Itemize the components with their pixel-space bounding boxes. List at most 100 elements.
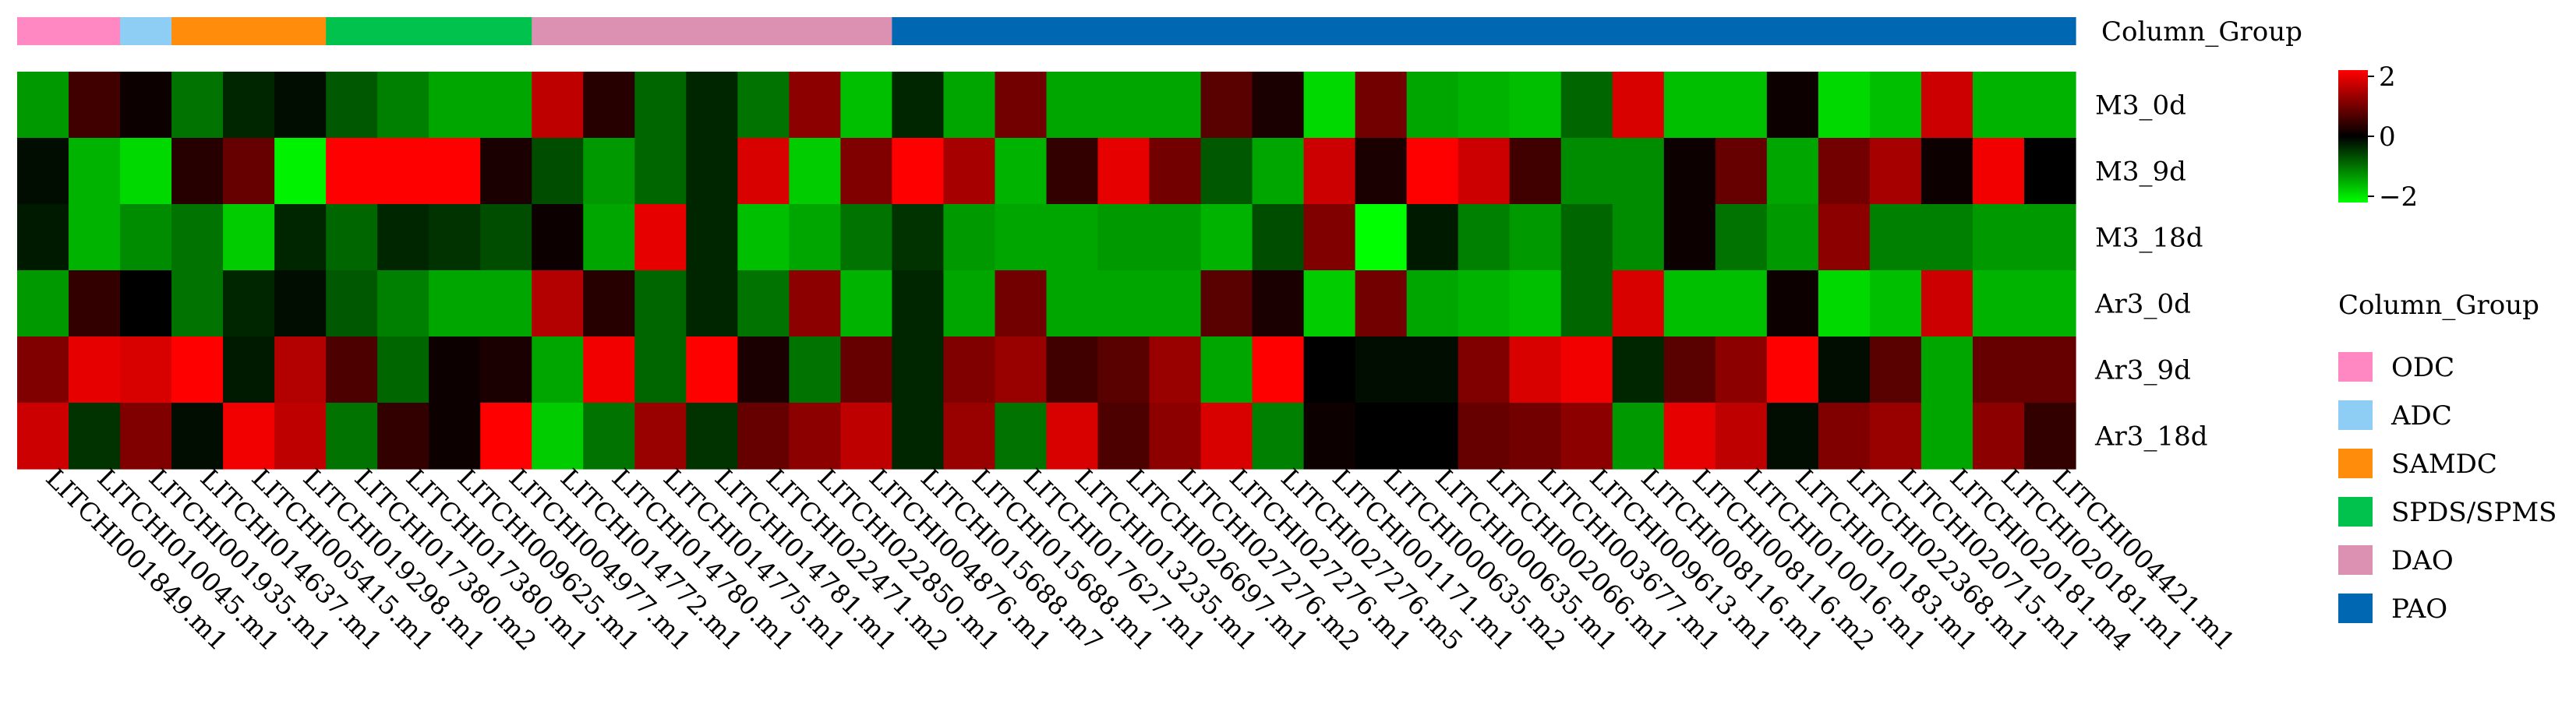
heatmap-cell bbox=[892, 270, 945, 337]
annotation-segment-4 bbox=[532, 17, 893, 45]
heatmap-cell bbox=[1612, 270, 1665, 337]
heatmap-cell bbox=[532, 204, 584, 271]
heatmap-cell bbox=[2023, 204, 2076, 271]
heatmap-cell bbox=[1303, 72, 1356, 139]
row-label: M3_18d bbox=[2095, 223, 2203, 254]
heatmap-cell bbox=[480, 270, 532, 337]
annotation-segment-5 bbox=[892, 17, 2076, 45]
heatmap-cell bbox=[840, 403, 893, 470]
heatmap-cell bbox=[583, 72, 635, 139]
heatmap-cell bbox=[840, 336, 893, 403]
heatmap-cell bbox=[1509, 204, 1562, 271]
heatmap-cell bbox=[686, 336, 738, 403]
heatmap-cells bbox=[17, 72, 2076, 470]
heatmap-cell bbox=[1252, 72, 1305, 139]
heatmap-cell bbox=[892, 336, 945, 403]
color-scale-legend: 2 0 −2 bbox=[2338, 62, 2418, 213]
heatmap-cell bbox=[737, 204, 790, 271]
heatmap-cell bbox=[1972, 270, 2025, 337]
legend-swatch bbox=[2338, 449, 2373, 478]
heatmap-cell bbox=[1921, 403, 1974, 470]
heatmap-cell bbox=[1869, 72, 1922, 139]
heatmap-cell bbox=[1766, 204, 1819, 271]
heatmap-cell bbox=[1766, 270, 1819, 337]
heatmap-cell bbox=[634, 336, 687, 403]
heatmap-cell bbox=[532, 72, 584, 139]
heatmap-cell bbox=[120, 270, 172, 337]
heatmap-cell bbox=[1663, 270, 1716, 337]
heatmap-cell bbox=[1560, 403, 1613, 470]
annotation-segment-1 bbox=[120, 17, 172, 45]
heatmap-cell bbox=[686, 204, 738, 271]
heatmap-cell bbox=[69, 403, 121, 470]
heatmap-cell bbox=[17, 72, 69, 139]
heatmap-cell bbox=[429, 138, 481, 205]
heatmap-cell bbox=[1303, 336, 1356, 403]
legend-label: SAMDC bbox=[2391, 449, 2497, 480]
heatmap-cell bbox=[943, 72, 996, 139]
heatmap-cell bbox=[1818, 403, 1871, 470]
heatmap-cell bbox=[1715, 270, 1768, 337]
heatmap-cell bbox=[1355, 403, 1408, 470]
heatmap-cell bbox=[634, 270, 687, 337]
heatmap-cell bbox=[789, 72, 841, 139]
heatmap-cell bbox=[326, 270, 378, 337]
heatmap-cell bbox=[171, 336, 224, 403]
heatmap-cell bbox=[1458, 403, 1511, 470]
row-labels: M3_0d M3_9d M3_18d Ar3_0d Ar3_9d Ar3_18d bbox=[2094, 90, 2207, 453]
heatmap-cell bbox=[2023, 138, 2076, 205]
heatmap-cell bbox=[1200, 270, 1253, 337]
heatmap-cell bbox=[789, 270, 841, 337]
heatmap-cell bbox=[737, 336, 790, 403]
heatmap-cell bbox=[892, 204, 945, 271]
heatmap-cell bbox=[377, 336, 429, 403]
heatmap-cell bbox=[171, 138, 224, 205]
heatmap-cell bbox=[840, 270, 893, 337]
heatmap-cell bbox=[120, 72, 172, 139]
heatmap-cell bbox=[1509, 336, 1562, 403]
heatmap-cell bbox=[995, 138, 1048, 205]
heatmap-cell bbox=[274, 336, 327, 403]
heatmap-cell bbox=[1046, 403, 1099, 470]
heatmap-cell bbox=[1560, 138, 1613, 205]
color-scale-tick-label: −2 bbox=[2379, 181, 2418, 213]
heatmap-cell bbox=[737, 270, 790, 337]
heatmap-cell bbox=[1766, 138, 1819, 205]
heatmap-cell bbox=[1972, 403, 2025, 470]
heatmap-cell bbox=[1046, 72, 1099, 139]
legend-label: ADC bbox=[2390, 400, 2452, 432]
heatmap-cell bbox=[171, 270, 224, 337]
heatmap-cell bbox=[223, 138, 275, 205]
heatmap-cell bbox=[1355, 204, 1408, 271]
heatmap-cell bbox=[1663, 204, 1716, 271]
heatmap-cell bbox=[223, 336, 275, 403]
column-group-annotation-bar bbox=[17, 17, 2076, 45]
heatmap-cell bbox=[1715, 204, 1768, 271]
heatmap-cell bbox=[69, 336, 121, 403]
heatmap-cell bbox=[995, 72, 1048, 139]
heatmap-cell bbox=[120, 336, 172, 403]
heatmap-cell bbox=[1303, 403, 1356, 470]
heatmap-cell bbox=[1612, 336, 1665, 403]
heatmap-cell bbox=[171, 72, 224, 139]
heatmap-cell bbox=[1046, 204, 1099, 271]
legend-title: Column_Group bbox=[2338, 290, 2539, 321]
legend-swatch bbox=[2338, 352, 2373, 382]
heatmap-cell bbox=[1663, 138, 1716, 205]
heatmap-cell bbox=[634, 138, 687, 205]
heatmap-cell bbox=[1818, 138, 1871, 205]
heatmap-cell bbox=[1458, 270, 1511, 337]
heatmap-cell bbox=[634, 204, 687, 271]
heatmap-cell bbox=[789, 204, 841, 271]
heatmap-cell bbox=[1097, 403, 1150, 470]
heatmap-cell bbox=[1560, 336, 1613, 403]
heatmap-cell bbox=[1921, 72, 1974, 139]
heatmap-cell bbox=[326, 403, 378, 470]
heatmap-cell bbox=[429, 72, 481, 139]
heatmap-cell bbox=[1200, 72, 1253, 139]
heatmap-cell bbox=[1252, 336, 1305, 403]
heatmap-cell bbox=[1869, 403, 1922, 470]
heatmap-cell bbox=[686, 403, 738, 470]
heatmap-cell bbox=[1406, 336, 1459, 403]
